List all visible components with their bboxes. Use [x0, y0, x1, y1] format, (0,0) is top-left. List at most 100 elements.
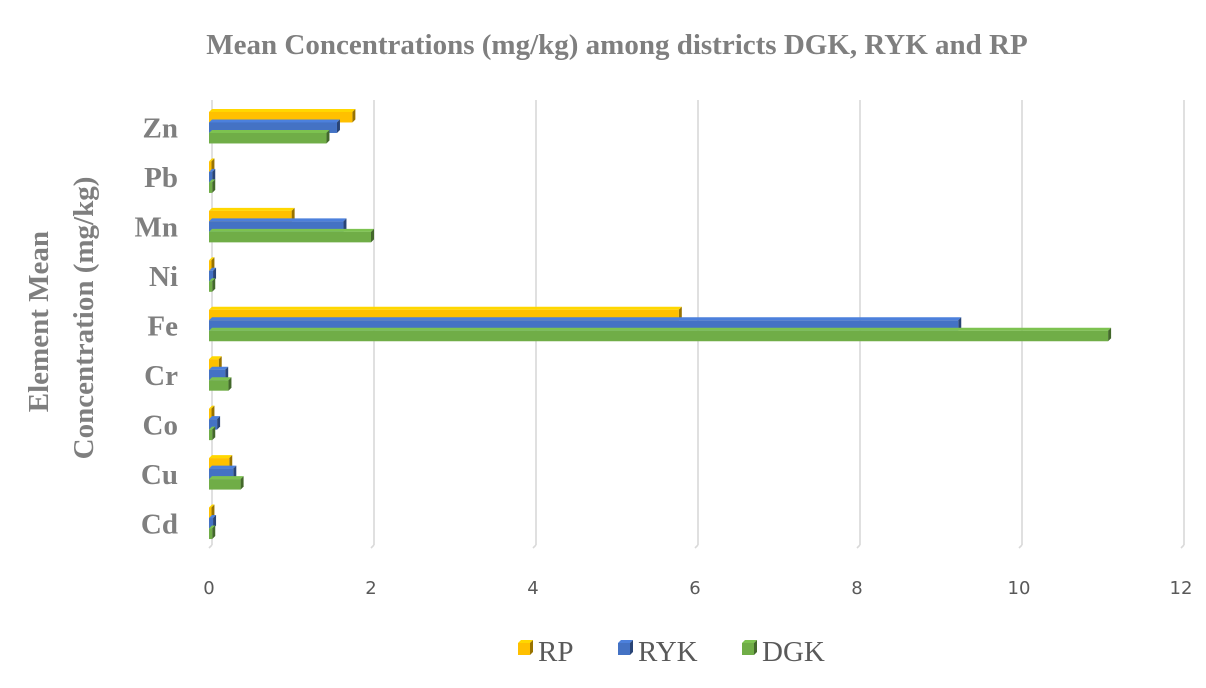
bar-top-face — [209, 465, 237, 469]
bars — [209, 108, 1112, 540]
legend-swatch-top — [742, 640, 757, 643]
legend-label-dgk: DGK — [762, 636, 825, 668]
bar-top-face — [209, 426, 216, 430]
gridline-foot-2 — [370, 544, 375, 549]
gridline-foot-12 — [1180, 544, 1185, 549]
category-label-co: Co — [143, 409, 178, 441]
bar-ryk-zn — [209, 119, 340, 133]
chart-title: Mean Concentrations (mg/kg) among distri… — [206, 29, 1027, 61]
bar-ryk-cr — [209, 366, 229, 381]
x-tick-label-10: 10 — [1008, 578, 1031, 599]
category-label-zn: Zn — [143, 113, 178, 145]
bar-face — [209, 182, 213, 193]
bar-end-face — [212, 525, 216, 540]
bar-end-face — [233, 465, 237, 480]
bar-end-face — [213, 515, 217, 529]
bar-face — [209, 111, 353, 123]
gridline-foot-10 — [1018, 544, 1023, 549]
bar-dgk-fe — [209, 327, 1112, 342]
bar-ryk-pb — [209, 168, 216, 183]
bar-top-face — [209, 278, 216, 282]
bar-dgk-cd — [209, 525, 216, 540]
bar-rp-cu — [209, 455, 233, 469]
bar-face — [209, 210, 292, 222]
legend-swatch-side — [754, 640, 757, 655]
bar-top-face — [209, 515, 217, 519]
bar-top-face — [209, 306, 682, 310]
bar-top-face — [209, 108, 356, 112]
bar-face — [209, 330, 1109, 342]
bar-top-face — [209, 416, 221, 420]
bar-rp-pb — [209, 158, 215, 172]
bar-top-face — [209, 168, 216, 172]
gridline-foot-0 — [208, 544, 213, 549]
bar-end-face — [326, 129, 330, 144]
legend-label-ryk: RYK — [638, 636, 698, 668]
x-tick-label-8: 8 — [851, 578, 862, 599]
bar-end-face — [678, 306, 682, 321]
bar-end-face — [211, 158, 215, 172]
category-label-pb: Pb — [144, 162, 178, 194]
bar-end-face — [212, 426, 216, 441]
category-label-cu: Cu — [141, 459, 178, 491]
bar-dgk-pb — [209, 179, 216, 193]
bar-top-face — [209, 267, 217, 271]
bar-top-face — [209, 405, 215, 409]
bar-face — [209, 320, 959, 331]
bar-end-face — [240, 476, 244, 490]
legend-label-rp: RP — [538, 636, 573, 668]
bar-end-face — [225, 366, 229, 381]
y-axis-title-line-1: Element Mean — [23, 231, 55, 412]
legend-swatch — [742, 643, 754, 655]
bar-end-face — [371, 228, 374, 243]
bar-top-face — [209, 228, 374, 232]
bar-rp-mn — [209, 207, 295, 222]
bar-face — [209, 408, 212, 420]
bar-face — [209, 281, 213, 292]
bar-end-face — [218, 356, 222, 370]
bar-face — [209, 309, 679, 321]
bar-face — [209, 468, 234, 480]
y-axis-title: Element Mean Concentration (mg/kg) — [23, 177, 100, 460]
bar-face — [209, 419, 218, 430]
bar-end-face — [212, 179, 216, 193]
bar-top-face — [209, 377, 232, 381]
y-axis-title-line-2: Concentration (mg/kg) — [68, 177, 100, 460]
bar-top-face — [209, 317, 962, 321]
category-label-ni: Ni — [149, 261, 178, 293]
bar-end-face — [213, 267, 217, 282]
bar-face — [209, 132, 327, 144]
bar-end-face — [336, 119, 340, 133]
bar-rp-cr — [209, 356, 222, 370]
bar-ryk-fe — [209, 317, 962, 331]
bar-ryk-cu — [209, 465, 237, 480]
bar-end-face — [1108, 327, 1112, 342]
bar-end-face — [211, 504, 215, 519]
legend-swatch-side — [630, 640, 633, 655]
x-tick-label-2: 2 — [365, 578, 376, 599]
bar-dgk-mn — [209, 228, 374, 243]
bar-end-face — [217, 416, 221, 430]
bar-top-face — [209, 207, 295, 211]
bar-end-face — [211, 257, 215, 271]
bar-end-face — [228, 377, 232, 391]
category-labels: Cd Cu Co Cr Fe Ni Mn Pb Zn — [135, 113, 179, 541]
bar-ryk-mn — [209, 218, 347, 232]
legend-swatch-side — [530, 640, 533, 655]
bar-face — [209, 171, 213, 183]
x-tick-label-12: 12 — [1170, 578, 1193, 599]
x-tick-label-6: 6 — [689, 578, 700, 599]
bar-face — [209, 260, 212, 271]
bar-top-face — [209, 218, 347, 222]
category-label-fe: Fe — [147, 311, 178, 343]
bar-face — [209, 507, 212, 519]
bar-rp-fe — [209, 306, 682, 321]
bar-face — [209, 221, 344, 232]
bar-top-face — [209, 158, 215, 162]
bar-ryk-cd — [209, 515, 217, 529]
x-tick-label-0: 0 — [203, 578, 214, 599]
bar-rp-co — [209, 405, 215, 420]
bar-face — [209, 479, 241, 490]
bar-top-face — [209, 366, 229, 370]
